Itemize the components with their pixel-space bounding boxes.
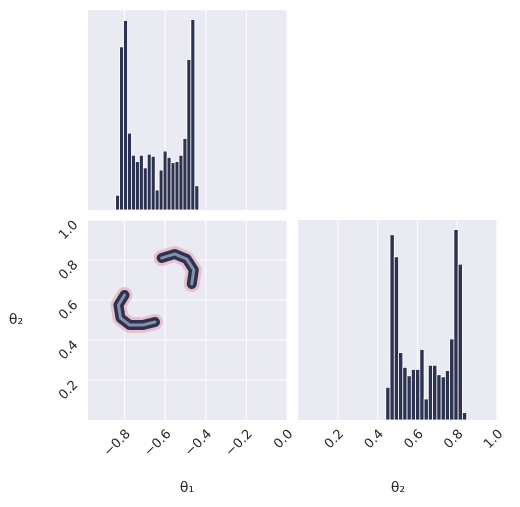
histogram-bar — [457, 263, 463, 421]
histogram-bar — [142, 167, 148, 211]
histogram-bar — [419, 349, 425, 421]
histogram-bar — [127, 132, 132, 211]
x-axis-label: θ₁ — [180, 480, 194, 496]
histogram-bar — [182, 138, 188, 211]
x-tick-label: 0.6 — [401, 427, 426, 452]
histogram-bar — [432, 364, 438, 421]
x-tick-label: 0.8 — [441, 427, 466, 452]
histogram-bar — [170, 162, 176, 211]
histogram-bar — [131, 154, 136, 211]
density-core — [116, 293, 157, 327]
histogram-bar — [154, 189, 160, 211]
x-tick-label: −0.2 — [223, 427, 256, 460]
x-tick-label: −0.4 — [182, 427, 215, 460]
histogram-bar — [436, 374, 442, 421]
histogram-bar — [462, 412, 468, 421]
histogram-bar — [190, 19, 196, 211]
density-core — [160, 252, 196, 286]
x-tick-label: 0.0 — [271, 427, 296, 452]
y-tick-label: 0.4 — [56, 338, 81, 363]
x-axis-label: θ₂ — [391, 480, 405, 496]
histogram-bar — [402, 366, 408, 421]
histogram-bar — [158, 169, 164, 211]
histogram-bar — [186, 59, 192, 211]
histogram-bar — [162, 150, 168, 211]
histogram-bar — [150, 155, 156, 211]
x-tick-label: −0.6 — [142, 427, 175, 460]
histogram-bar — [135, 161, 140, 211]
x-tick-label: −0.8 — [101, 427, 134, 460]
histogram-bar — [449, 338, 455, 421]
histogram-bar — [178, 154, 184, 211]
histogram-bar — [138, 154, 144, 211]
x-tick-label: 0.2 — [322, 427, 347, 452]
y-tick-label: 0.6 — [56, 298, 81, 323]
histogram-bar — [398, 352, 404, 421]
y-tick-label: 0.8 — [56, 258, 81, 283]
x-tick-label: 1.0 — [481, 427, 506, 452]
histogram-bar — [440, 376, 446, 421]
histogram-bar — [174, 161, 180, 211]
histogram-bar — [415, 369, 421, 421]
y-tick-label: 1.0 — [56, 218, 81, 243]
histogram-bar — [453, 229, 459, 421]
histogram-bar — [123, 20, 128, 211]
histogram-bar — [406, 375, 412, 421]
y-axis-label: θ₂ — [9, 312, 23, 328]
histogram-bar — [194, 185, 200, 211]
histogram-bar — [389, 234, 395, 421]
histogram-bar — [115, 194, 120, 211]
x-tick-label: 0.4 — [362, 427, 387, 452]
histogram-bar — [423, 398, 429, 421]
histogram-bar — [166, 156, 172, 211]
histogram-bar — [427, 364, 434, 421]
histogram-bar — [119, 46, 124, 211]
histogram-bar — [444, 370, 451, 421]
histogram-bar — [410, 369, 416, 421]
y-tick-label: 0.2 — [56, 378, 81, 403]
histogram-bar — [393, 256, 399, 421]
histogram-bar — [385, 386, 391, 421]
histogram-bar — [146, 153, 152, 211]
